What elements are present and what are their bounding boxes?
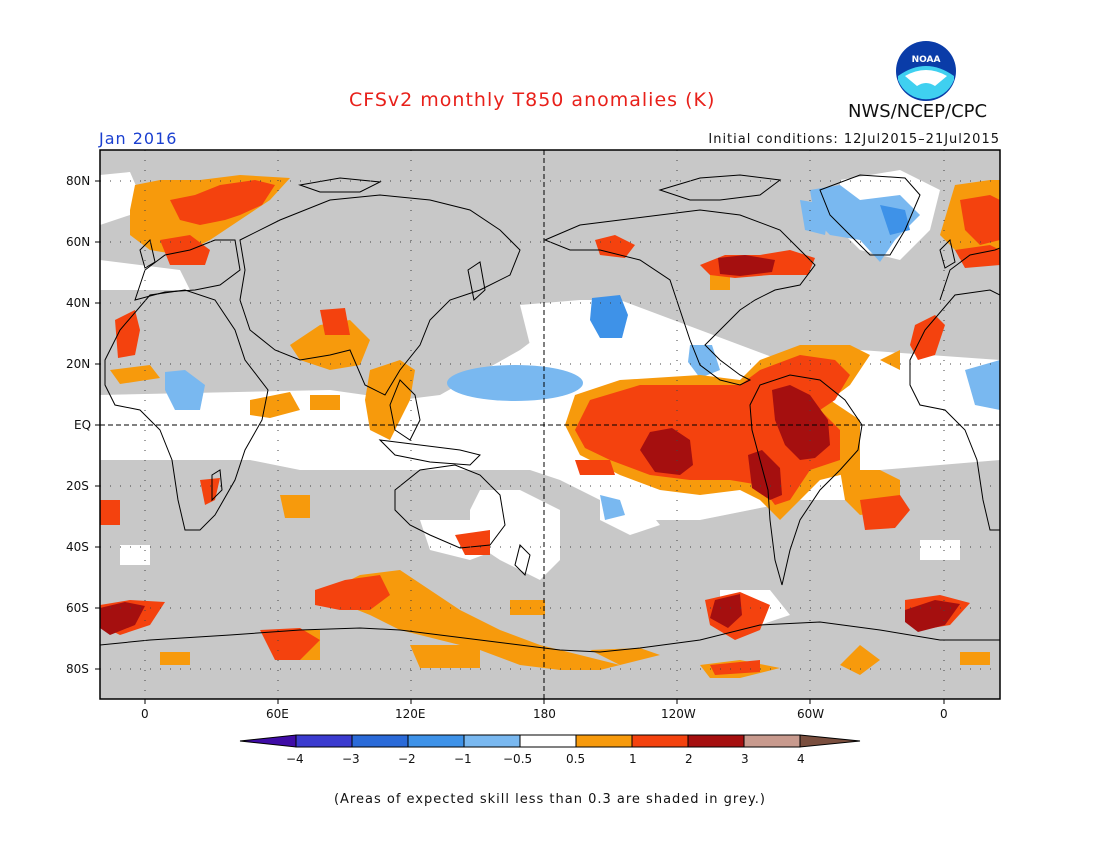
lon-label: 60E — [266, 707, 289, 721]
lat-label: 60S — [66, 601, 89, 615]
initial-conditions: Initial conditions: 12Jul2015–21Jul2015 — [708, 132, 1000, 147]
lat-label: 80S — [66, 662, 89, 676]
lon-label: 180 — [533, 707, 556, 721]
lat-label: 60N — [66, 235, 91, 249]
colorbar-label: 1 — [629, 752, 637, 766]
coastlines — [100, 174, 1000, 653]
map-frame — [99, 149, 1001, 700]
lon-label: 60W — [797, 707, 825, 721]
lat-label: 40S — [66, 540, 89, 554]
lon-label: 120W — [661, 707, 696, 721]
colorbar-segment — [799, 734, 861, 748]
colorbar-segment — [575, 734, 633, 748]
colorbar-segment — [687, 734, 745, 748]
anomaly-0.5-1-areas — [110, 175, 1000, 678]
colorbar-label: 3 — [741, 752, 749, 766]
anomaly-1-2-areas — [100, 180, 1000, 675]
lat-label: 20N — [66, 357, 91, 371]
month-label: Jan 2016 — [99, 129, 178, 148]
colorbar-label: −2 — [398, 752, 416, 766]
svg-text:NOAA: NOAA — [912, 55, 941, 65]
colorbar-segment — [631, 734, 689, 748]
noaa-logo-icon: NOAA — [896, 41, 956, 101]
colorbar-label: −4 — [286, 752, 304, 766]
colorbar-segment — [519, 734, 577, 748]
colorbar-label: 0.5 — [566, 752, 586, 766]
stronger-negative-anomaly-areas — [590, 205, 910, 338]
low-skill-grey-area — [100, 150, 1000, 699]
colorbar-label: −0.5 — [503, 752, 533, 766]
colorbar-segment — [743, 734, 801, 748]
skill-footnote: (Areas of expected skill less than 0.3 a… — [333, 792, 767, 807]
colorbar-label: −3 — [342, 752, 360, 766]
lon-label: 0 — [940, 707, 948, 721]
colorbar-segment — [407, 734, 465, 748]
equator-dateline-lines — [100, 150, 1000, 699]
lat-label: 40N — [66, 296, 91, 310]
white-neutral-areas — [100, 170, 1000, 625]
map-title: CFSv2 monthly T850 anomalies (K) — [349, 89, 716, 111]
lat-label: EQ — [74, 418, 92, 432]
agency-label: NWS/NCEP/CPC — [848, 101, 988, 122]
lat-label: 20S — [66, 479, 89, 493]
negative-anomaly-areas — [165, 185, 1000, 520]
lon-label: 120E — [395, 707, 426, 721]
lon-label: 0 — [141, 707, 149, 721]
colorbar-label: −1 — [454, 752, 472, 766]
colorbar-segment — [239, 734, 297, 748]
colorbar-label: 4 — [797, 752, 805, 766]
colorbar-segment — [295, 734, 353, 748]
colorbar — [239, 734, 861, 748]
lat-label: 80N — [66, 174, 91, 188]
anomaly-2-3-areas — [100, 255, 960, 635]
colorbar-segment — [463, 734, 521, 748]
colorbar-segment — [351, 734, 409, 748]
colorbar-label: 2 — [685, 752, 693, 766]
lat-lon-grid — [100, 150, 1000, 699]
